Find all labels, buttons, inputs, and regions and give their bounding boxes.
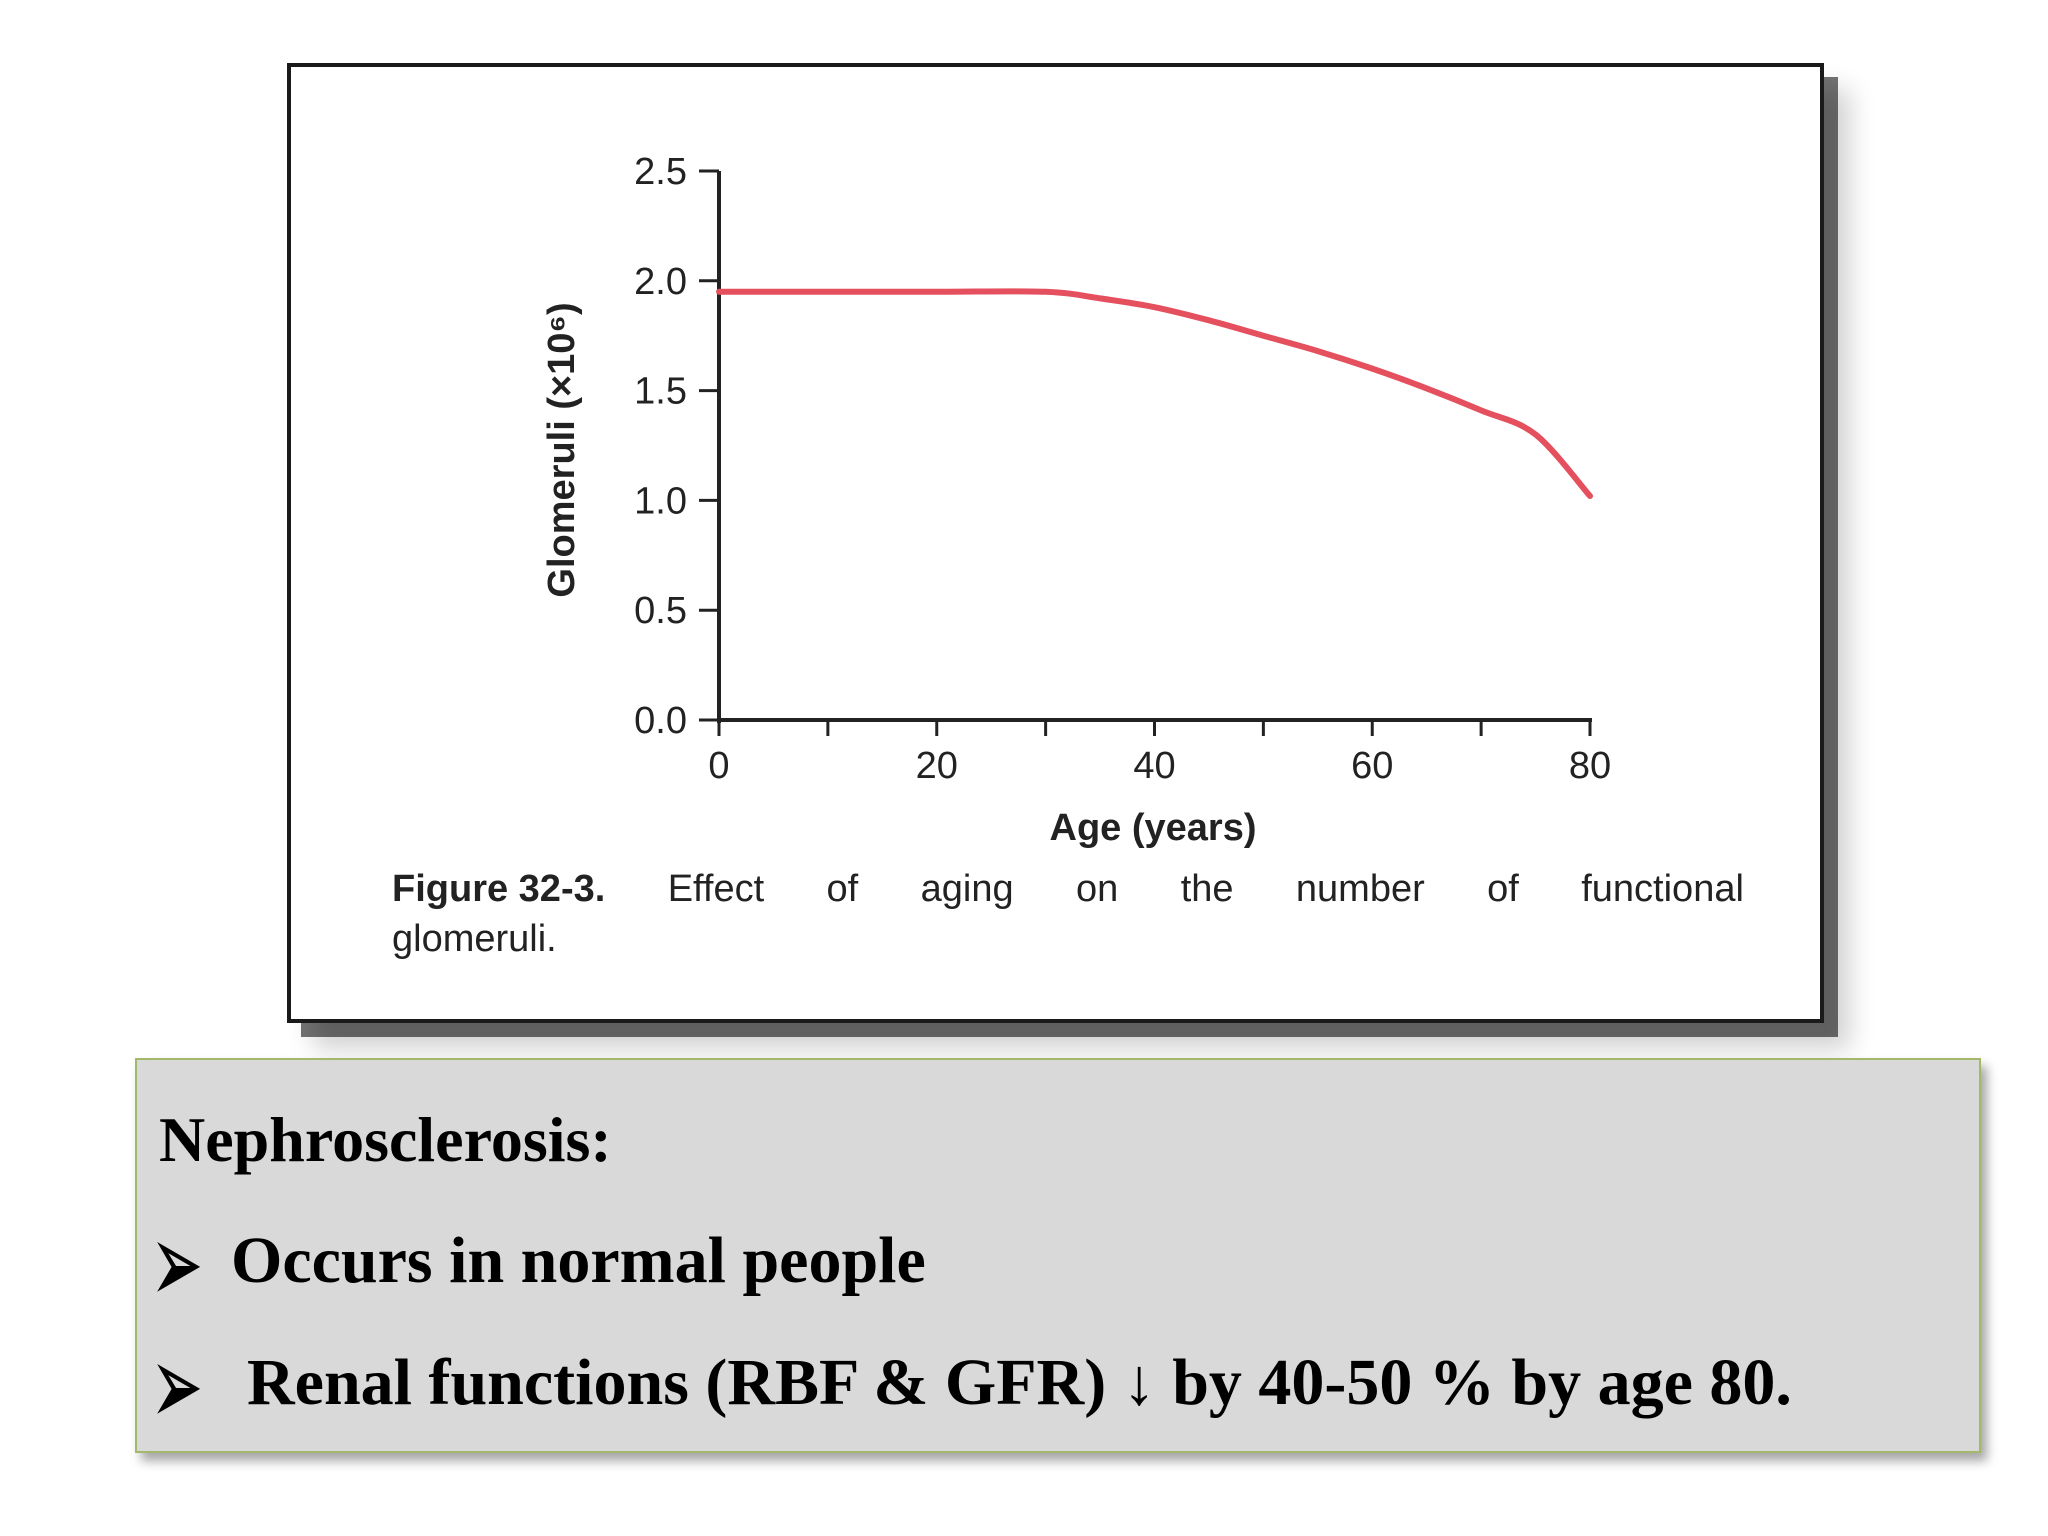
x-tick-label: 60	[1351, 745, 1393, 787]
caption-word: of	[1487, 868, 1519, 910]
arrow-bullet-icon: ⮚	[159, 1233, 199, 1295]
caption-word: of	[826, 868, 859, 910]
x-axis-label: Age (years)	[1050, 807, 1257, 849]
series-line-glomeruli	[716, 288, 1593, 500]
y-tick-label: 0.5	[634, 590, 687, 632]
bullet-text-2: Renal functions (RBF & GFR) ↓ by 40-50 %…	[247, 1346, 1792, 1419]
y-tick-label: 1.0	[634, 480, 687, 522]
x-axis: 0 20 40 60 80	[708, 718, 1611, 787]
y-axis: 0.0 0.5 1.0 1.5 2.0 2.5	[634, 151, 721, 742]
caption-line-1: Figure 32-3. Effect of aging on the number of f…	[392, 864, 1744, 914]
caption-word: on	[1076, 868, 1119, 910]
caption-word: the	[1180, 868, 1234, 910]
bullet-item-2: ⮚ Renal functions (RBF & GFR) ↓ by 40-50 …	[159, 1344, 1792, 1425]
y-tick-label: 0.0	[634, 700, 687, 742]
bullet-text-1: Occurs in normal people	[231, 1224, 926, 1297]
caption-word: functional	[1581, 868, 1744, 910]
figure-frame	[287, 63, 1824, 1023]
caption-label: Figure 32-3.	[392, 868, 606, 910]
x-tick-label: 80	[1569, 745, 1611, 787]
caption-line-2: glomeruli.	[392, 918, 557, 960]
caption-word: Effect	[667, 868, 765, 910]
x-tick-label: 40	[1133, 745, 1175, 787]
caption-word: number	[1295, 868, 1425, 910]
x-tick-label: 20	[916, 745, 958, 787]
caption-word: aging	[920, 868, 1014, 910]
figure-caption: Figure 32-3. Effect of aging on the number of f…	[392, 864, 1744, 964]
arrow-bullet-icon: ⮚	[159, 1355, 199, 1417]
y-axis-label: Glomeruli (×10⁶)	[541, 302, 583, 597]
bullet-item-1: ⮚ Occurs in normal people	[159, 1222, 926, 1303]
y-tick-label: 2.5	[634, 151, 687, 193]
notes-box: Nephrosclerosis: ⮚ Occurs in normal peopl…	[135, 1058, 1981, 1453]
y-tick-label: 2.0	[634, 261, 687, 303]
notes-title: Nephrosclerosis:	[159, 1104, 612, 1175]
x-tick-label: 0	[708, 745, 729, 787]
y-tick-label: 1.5	[634, 371, 687, 413]
